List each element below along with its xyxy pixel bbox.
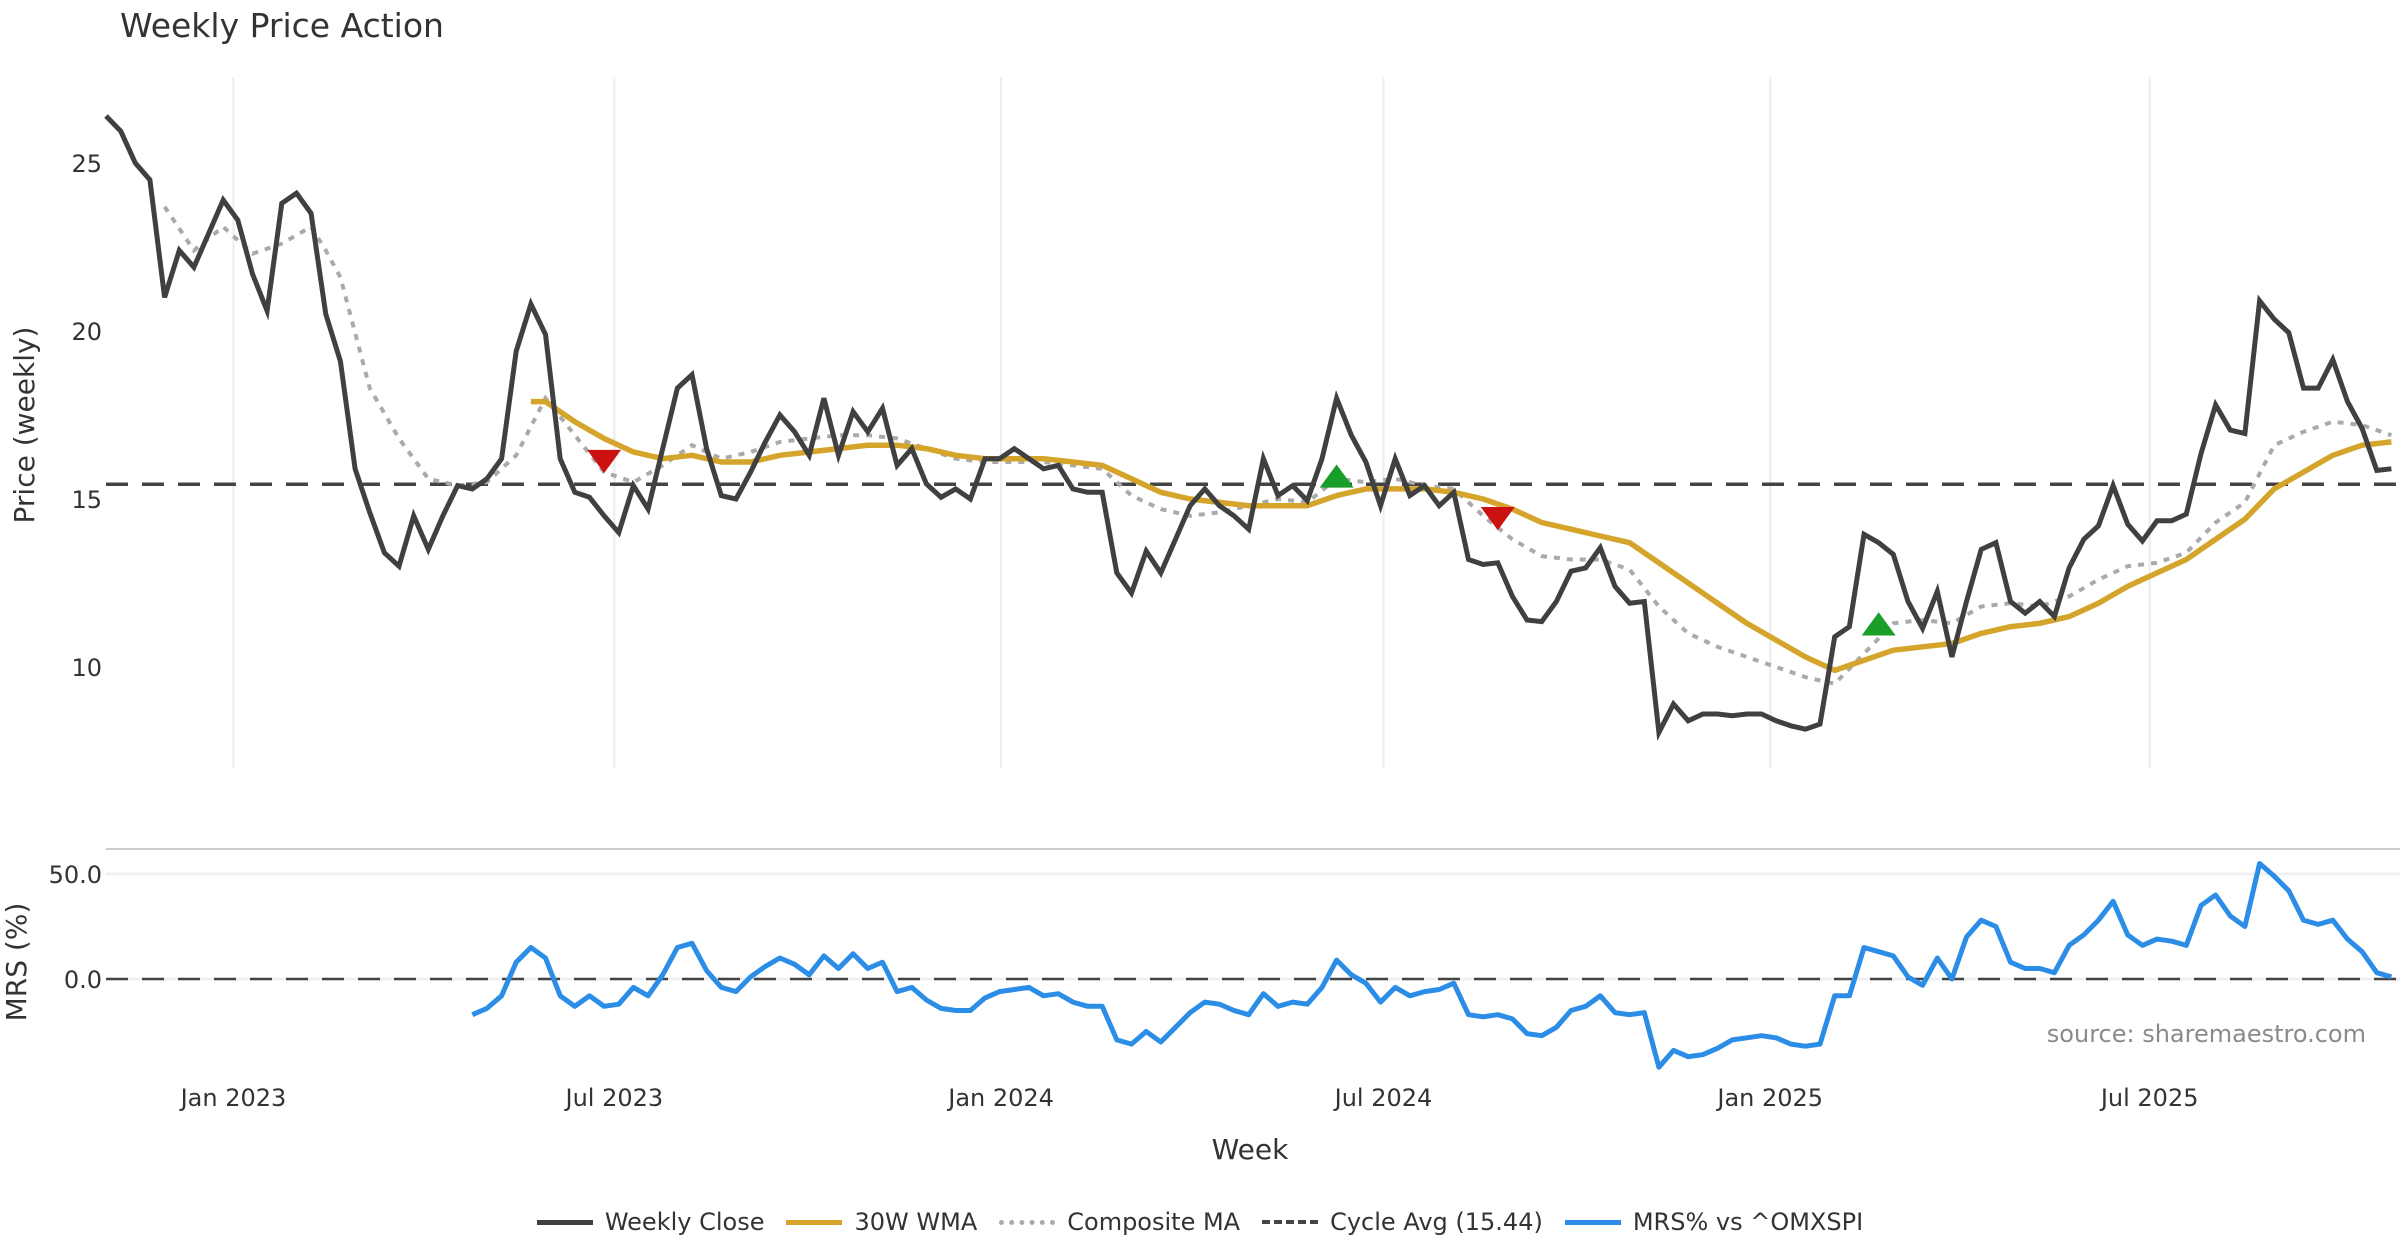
close-points — [106, 116, 2391, 733]
composite-line — [162, 205, 2393, 687]
x-tick-label: Jan 2025 — [1715, 1084, 1823, 1112]
legend-item-cycle[interactable]: Cycle Avg (15.44) — [1262, 1208, 1543, 1236]
legend-item-mrs[interactable]: MRS% vs ^OMXSPI — [1564, 1208, 1864, 1236]
composite-legend-swatch-icon — [999, 1219, 1056, 1225]
legend-item-close[interactable]: Weekly Close — [536, 1208, 765, 1236]
legend-label: Weekly Close — [604, 1208, 765, 1236]
price-y-tick-label: 15 — [71, 486, 102, 514]
legend-item-composite[interactable]: Composite MA — [999, 1208, 1240, 1236]
cycle-legend-swatch-icon — [1262, 1220, 1319, 1224]
legend-label: Cycle Avg (15.44) — [1330, 1208, 1543, 1236]
mrs-series — [471, 861, 2393, 1070]
legend: Weekly Close 30W WMA Composite MA Cycle Avg… — [0, 1208, 2400, 1236]
mrs-gridlines — [106, 848, 2400, 981]
mrs-y-tick-label: 0.0 — [64, 966, 102, 994]
buy-signal-triangle-up-icon — [1319, 464, 1354, 488]
price-y-tick-label: 25 — [71, 150, 102, 178]
buy-signal-triangle-up-icon — [1861, 612, 1896, 636]
sell-signal-triangle-down-icon — [587, 449, 622, 474]
mrs-y-tick-label: 50.0 — [49, 861, 102, 889]
close-legend-swatch-icon — [536, 1219, 593, 1225]
x-tick-label: Jan 2024 — [946, 1084, 1054, 1112]
legend-label: MRS% vs ^OMXSPI — [1632, 1208, 1864, 1236]
mrs-legend-swatch-icon — [1564, 1219, 1621, 1225]
mrs-y-axis-label: MRS (%) — [0, 903, 33, 1022]
price-y-ticks: 10 15 20 25 — [71, 150, 102, 682]
price-y-tick-label: 20 — [71, 318, 102, 346]
signal-markers — [587, 449, 1896, 636]
x-tick-label: Jul 2024 — [1333, 1084, 1433, 1112]
x-tick-label: Jul 2023 — [564, 1084, 664, 1112]
close-line — [104, 114, 2392, 742]
price-series — [104, 114, 2400, 742]
x-tick-label: Jul 2025 — [2099, 1084, 2199, 1112]
x-axis-label: Week — [1211, 1133, 1289, 1166]
source-attribution: source: sharemaestro.com — [2046, 1020, 2366, 1048]
price-y-axis-label: Price (weekly) — [8, 327, 41, 524]
legend-label: Composite MA — [1067, 1208, 1241, 1236]
price-gridlines — [232, 77, 2151, 768]
x-tick-label: Jan 2023 — [179, 1084, 287, 1112]
mrs-y-ticks: 50.0 0.0 — [49, 861, 102, 994]
sell-signal-triangle-down-icon — [1480, 507, 1515, 531]
mrs-line — [471, 861, 2393, 1070]
x-axis-ticks: Jan 2023 Jul 2023 Jan 2024 Jul 2024 Jan 2025… — [179, 1084, 2199, 1112]
price-y-tick-label: 10 — [71, 654, 102, 682]
chart-title: Weekly Price Action — [120, 6, 444, 45]
legend-item-wma[interactable]: 30W WMA — [786, 1208, 977, 1236]
wma-legend-swatch-icon — [786, 1219, 843, 1225]
legend-label: 30W WMA — [854, 1208, 978, 1236]
